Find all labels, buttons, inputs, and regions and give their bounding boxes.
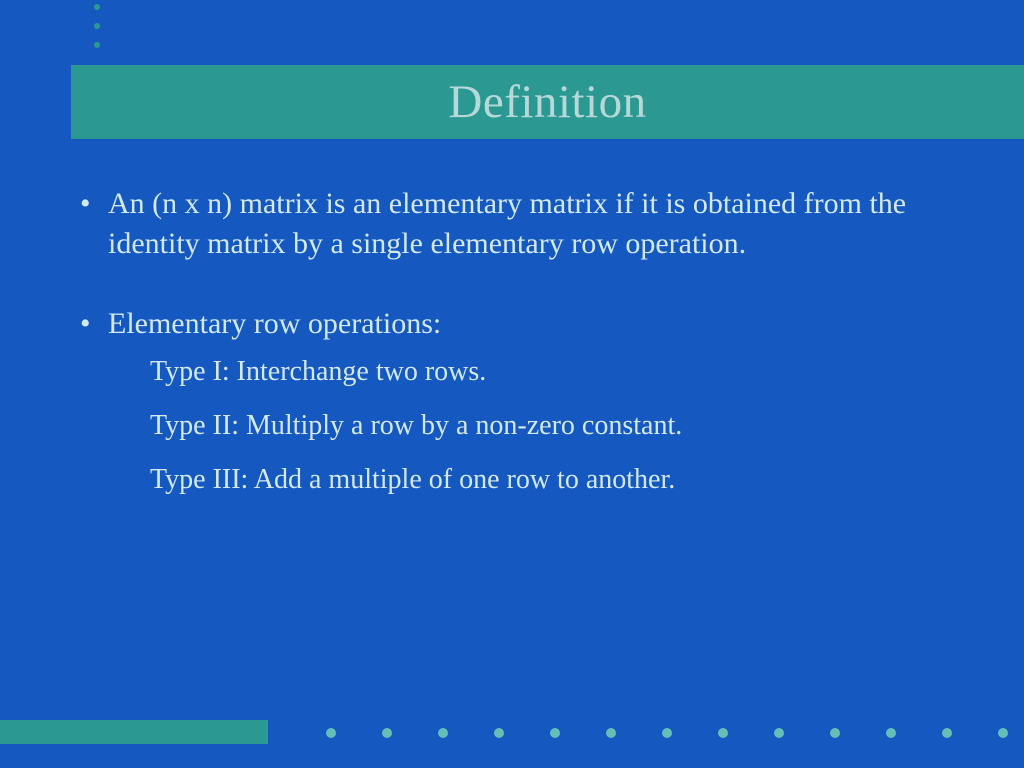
bullet-text: An (n x n) matrix is an elementary matri… [108, 184, 984, 264]
bottom-decor-dots [326, 728, 1008, 738]
sub-item: Type II: Multiply a row by a non-zero co… [150, 408, 984, 444]
sub-item-list: Type I: Interchange two rows. Type II: M… [150, 354, 984, 498]
decor-dot [942, 728, 952, 738]
bullet-marker: • [80, 304, 108, 344]
decor-dot [606, 728, 616, 738]
bottom-accent-bar [0, 720, 268, 744]
decor-dot [998, 728, 1008, 738]
decor-dot [94, 42, 100, 48]
decor-dot [94, 23, 100, 29]
slide-title: Definition [448, 75, 646, 129]
decor-dot [550, 728, 560, 738]
sub-item: Type III: Add a multiple of one row to a… [150, 462, 984, 498]
decor-dot [494, 728, 504, 738]
sub-item: Type I: Interchange two rows. [150, 354, 984, 390]
slide-content: • An (n x n) matrix is an elementary mat… [80, 184, 984, 516]
bullet-text: Elementary row operations: [108, 304, 441, 344]
decor-dot [774, 728, 784, 738]
decor-dot [438, 728, 448, 738]
title-bar: Definition [71, 65, 1024, 139]
decor-dot [886, 728, 896, 738]
decor-dot [382, 728, 392, 738]
decor-dot [830, 728, 840, 738]
decor-dot [326, 728, 336, 738]
decor-dot [662, 728, 672, 738]
bullet-marker: • [80, 184, 108, 224]
decor-dot [94, 4, 100, 10]
decor-dot [718, 728, 728, 738]
top-decor-dots [94, 4, 100, 48]
bullet-item: • Elementary row operations: [80, 304, 984, 344]
bullet-item: • An (n x n) matrix is an elementary mat… [80, 184, 984, 264]
